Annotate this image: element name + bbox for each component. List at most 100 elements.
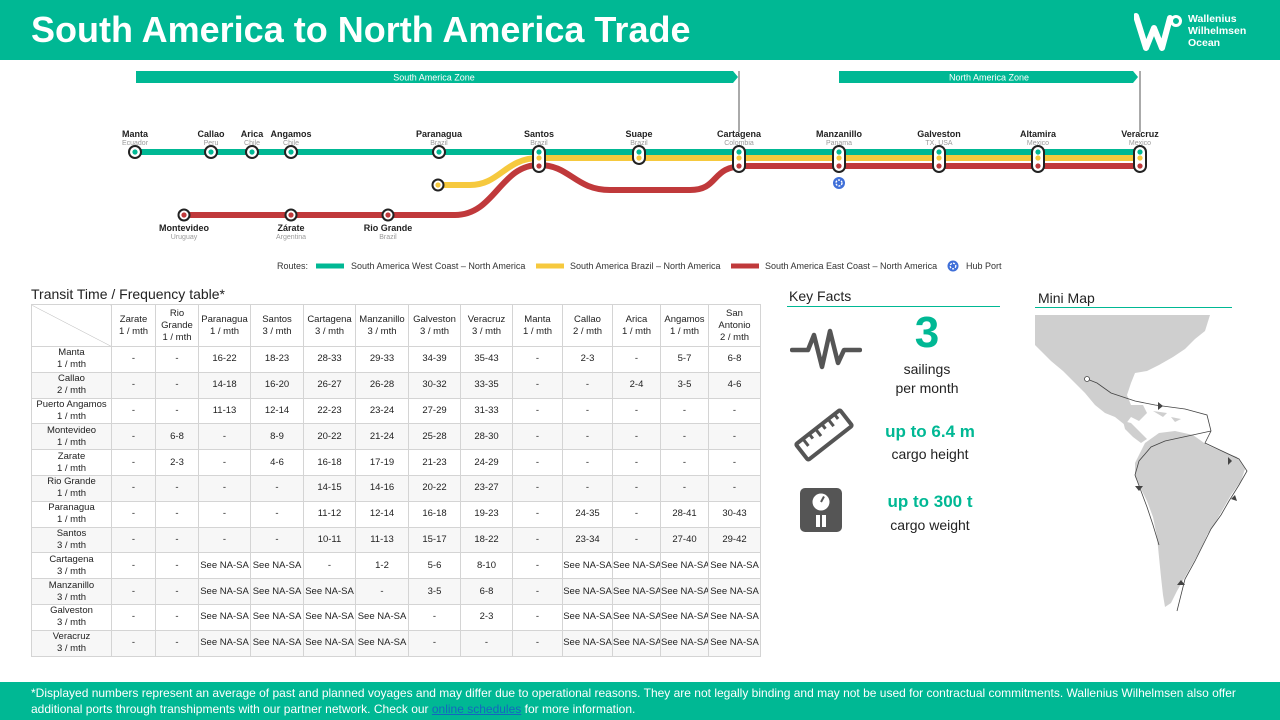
table-cell: - <box>512 397 563 425</box>
logo-line-3: Ocean <box>1188 37 1221 49</box>
station-paranagua-branch <box>431 178 445 192</box>
row-port: Callao <box>58 373 85 385</box>
table-cell: 2-4 <box>612 371 661 399</box>
table-cell: See NA-SA <box>250 552 304 580</box>
column-frequency: 1 / mth <box>209 325 240 337</box>
table-cell: 35-43 <box>460 346 513 373</box>
column-port: Manta <box>524 313 551 325</box>
table-cell: See NA-SA <box>250 578 304 605</box>
table-cell: - <box>111 629 156 657</box>
mini-map-caribbean-islands <box>1153 411 1181 422</box>
online-schedules-link[interactable]: online schedules <box>431 702 522 716</box>
stations-top: MantaEcuadorCallaoPeruAricaChileAngamosC… <box>122 129 1159 192</box>
port-country: Ecuador <box>122 140 149 147</box>
column-port: Santos <box>262 313 292 325</box>
column-frequency: 2 / mth <box>572 325 603 337</box>
table-row: Paranagua 1 / mth - - - -11-12 12-14 16-18 19-23… <box>31 500 761 528</box>
table-cell: 26-28 <box>355 371 409 399</box>
logo-text: Wallenius Wilhelmsen Ocean <box>1188 13 1246 49</box>
table-cell: 6-8 <box>155 423 199 451</box>
table-cell: - <box>612 397 661 425</box>
table-cell: - <box>708 397 761 425</box>
column-port: Veracruz <box>467 313 506 325</box>
port-name: Rio Grande <box>364 223 413 233</box>
mini-map-direction-arrow <box>1135 486 1143 491</box>
column-frequency: 1 / mth <box>118 325 149 337</box>
column-header: Veracruz 3 / mth <box>460 304 513 347</box>
table-cell: 8-10 <box>460 552 513 580</box>
route-line-east-coast <box>184 161 1140 218</box>
table-cell: - <box>708 449 761 476</box>
table-cell: 29-33 <box>355 346 409 373</box>
transit-table-title: Transit Time / Frequency table* <box>31 286 226 302</box>
table-cell: 16-18 <box>408 500 461 528</box>
column-frequency: 1 / mth <box>162 331 192 343</box>
table-cell: 34-39 <box>408 346 461 373</box>
table-cell: - <box>612 500 661 528</box>
table-cell: - <box>512 371 563 399</box>
column-header: San Antonio 2 / mth <box>708 304 761 347</box>
table-cell: See NA-SA <box>198 603 251 631</box>
column-port: Galveston <box>413 313 456 325</box>
table-row: Santos 3 / mth - - - -10-11 11-13 15-17 18-22-23… <box>31 526 761 554</box>
wallenius-logo-icon <box>1134 13 1182 51</box>
port-country: Brazil <box>379 234 397 241</box>
table-cell: 26-27 <box>303 371 356 399</box>
table-cell: 1-2 <box>355 552 409 580</box>
south-america-zone-label: South America Zone <box>393 73 475 83</box>
port-country: Brazil <box>530 140 548 147</box>
row-header: Zarate 1 / mth <box>31 449 112 476</box>
port-name: Santos <box>524 129 554 139</box>
route-diagram: South America Zone North America Zone Ma… <box>122 71 1159 272</box>
transit-table: Zarate 1 / mth Rio Grande 1 / mth Paranagua 1… <box>31 304 761 657</box>
table-cell: - <box>155 346 199 373</box>
sailings-label-1: sailings <box>903 361 951 377</box>
table-cell: See NA-SA <box>708 629 761 657</box>
table-body: Manta 1 / mth - -16-22 18-23 28-33 29-33 34-39 3… <box>31 346 761 657</box>
hub-port-icon <box>833 177 845 189</box>
table-cell: - <box>155 474 199 502</box>
table-cell: See NA-SA <box>708 578 761 605</box>
table-cell: 28-41 <box>660 500 709 528</box>
table-cell: - <box>155 500 199 528</box>
table-cell: - <box>111 371 156 399</box>
table-cell: 21-24 <box>355 423 409 451</box>
table-cell: - <box>250 474 304 502</box>
port-name: Suape <box>625 129 652 139</box>
table-cell: 2-3 <box>562 346 613 373</box>
row-port: Manzanillo <box>48 579 95 591</box>
table-cell: - <box>708 474 761 502</box>
row-frequency: 3 / mth <box>56 643 87 655</box>
table-cell: 2-3 <box>460 603 513 631</box>
footer-text: *Displayed numbers represent an average … <box>31 686 1236 716</box>
table-cell: 4-6 <box>708 371 761 399</box>
table-cell: 21-23 <box>408 449 461 476</box>
table-cell: - <box>612 346 661 373</box>
table-cell: 11-13 <box>355 526 409 554</box>
table-cell: 6-8 <box>708 346 761 373</box>
column-header: Callao 2 / mth <box>562 304 613 347</box>
row-port: Paranagua <box>48 502 95 514</box>
table-cell: 6-8 <box>460 578 513 605</box>
table-cell: 20-22 <box>408 474 461 502</box>
port-country: Colombia <box>724 140 754 147</box>
table-cell: 14-18 <box>198 371 251 399</box>
table-cell: See NA-SA <box>303 578 356 605</box>
table-cell: 3-5 <box>660 371 709 399</box>
port-name: Veracruz <box>1121 129 1159 139</box>
table-cell: - <box>111 397 156 425</box>
table-row: Zarate 1 / mth -2-3-4-6 16-18 17-19 21-23 24-2… <box>31 449 761 476</box>
table-cell: See NA-SA <box>250 629 304 657</box>
table-cell: - <box>512 629 563 657</box>
column-header: Angamos 1 / mth <box>660 304 709 347</box>
table-cell: 2-3 <box>155 449 199 476</box>
table-cell: - <box>111 346 156 373</box>
table-cell: - <box>155 526 199 554</box>
mini-map-direction-arrow <box>1228 457 1232 465</box>
table-cell: - <box>250 500 304 528</box>
row-frequency: 1 / mth <box>56 436 87 448</box>
